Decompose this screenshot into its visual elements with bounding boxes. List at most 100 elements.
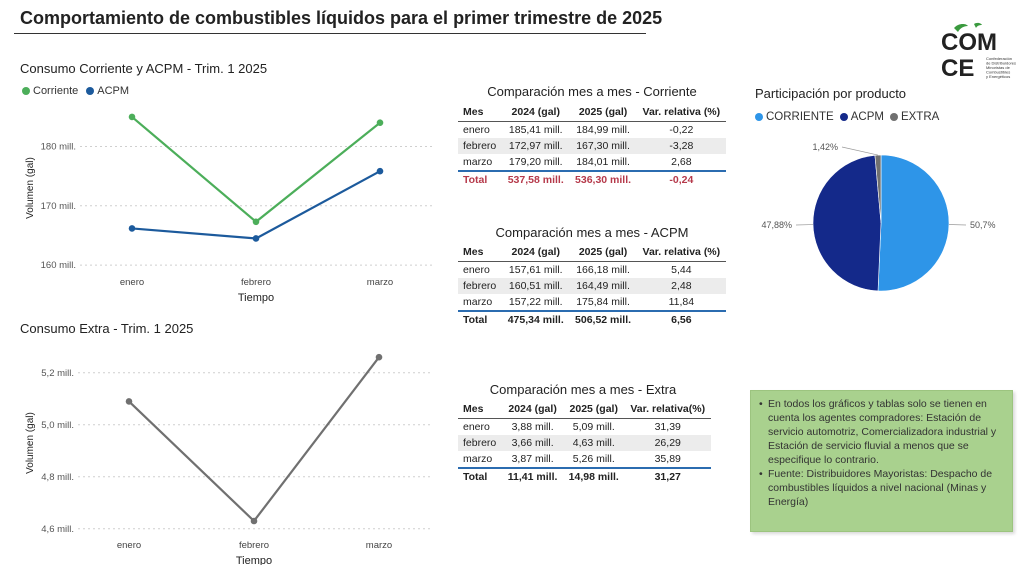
data-point-corriente <box>376 119 384 127</box>
table-corriente: Mes 2024 (gal) 2025 (gal) Var. relativa (%)… <box>458 103 726 188</box>
table-cell: 506,52 mill. <box>569 310 637 328</box>
pie-slice-acpm <box>812 154 882 292</box>
data-point-corriente <box>128 113 136 121</box>
pie-chart: 50,7% 47,88% 1,42% <box>761 142 996 292</box>
table-cell: 2,48 <box>636 278 726 294</box>
table-cell: 5,26 mill. <box>572 453 615 465</box>
table-row: marzo 179,20 mill. 184,01 mill. 2,68 <box>458 154 726 171</box>
table-cell: enero <box>463 421 490 433</box>
column-header: Mes <box>458 103 503 122</box>
column-header: Mes <box>458 243 503 262</box>
table-cell: 5,09 mill. <box>572 421 615 433</box>
table-cell: Total <box>458 170 503 188</box>
column-header: Var. relativa (%) <box>636 243 726 262</box>
column-header: Var. relativa (%) <box>636 103 726 122</box>
table-cell: 11,84 <box>668 296 695 308</box>
table-header-row: Mes 2024 (gal) 2025 (gal) Var. relativa(%) <box>458 400 711 419</box>
x-axis-label: Tiempo <box>238 292 274 304</box>
page-title: Comportamiento de combustibles líquidos … <box>20 8 663 28</box>
table-cell: 185,41 mill. <box>508 124 563 136</box>
table-cell: 5,44 <box>671 264 692 276</box>
table-cell: febrero <box>458 435 503 451</box>
pie-slice-extra <box>874 154 882 224</box>
legend-dot-corriente <box>22 87 30 96</box>
x-tick-label: febrero <box>241 277 271 288</box>
x-tick-label: marzo <box>367 277 393 288</box>
pie-legend-corriente: CORRIENTE <box>755 111 834 123</box>
table-cell: 4,63 mill. <box>563 435 625 451</box>
table-cell: enero <box>463 264 490 276</box>
notes-box: En todos los gráficos y tablas solo se t… <box>750 390 1013 532</box>
data-point-extra <box>250 517 258 525</box>
data-point-corriente <box>252 218 260 226</box>
legend-item-acpm: ACPM <box>86 85 129 97</box>
column-header: 2025 (gal) <box>569 243 637 262</box>
table-cell: 536,30 mill. <box>569 170 637 188</box>
table-row: febrero 3,66 mill. 4,63 mill. 26,29 <box>458 435 711 451</box>
y-tick-label: 160 mill. <box>41 260 76 271</box>
chart2-line-chart: 4,6 mill. 4,8 mill. 5,0 mill. 5,2 mill. ener… <box>25 353 432 565</box>
table-header-row: Mes 2024 (gal) 2025 (gal) Var. relativa (%) <box>458 103 726 122</box>
table-cell: 11,41 mill. <box>502 467 564 485</box>
data-point-extra <box>125 398 133 405</box>
comce-logo: COM CE Confederación de Distribuidores M… <box>940 22 1020 82</box>
y-tick-label: 4,6 mill. <box>41 524 74 535</box>
table-acpm: Mes 2024 (gal) 2025 (gal) Var. relativa (%)… <box>458 243 726 328</box>
x-tick-label: enero <box>117 540 141 551</box>
note-item: Fuente: Distribuidores Mayoristas: Despa… <box>759 467 1004 509</box>
leaf-icon <box>954 22 982 32</box>
column-header: 2025 (gal) <box>569 103 637 122</box>
table-cell: 184,99 mill. <box>576 124 630 136</box>
table-cell: 537,58 mill. <box>502 170 570 188</box>
title-divider <box>14 33 646 34</box>
logo-sub-3: Minoristas de <box>986 65 1011 70</box>
table-cell: 35,89 <box>654 453 681 465</box>
table-cell: -3,28 <box>636 138 726 154</box>
table-total-row: Total 537,58 mill. 536,30 mill. -0,24 <box>458 170 726 188</box>
pie-legend: CORRIENTE ACPM EXTRA <box>755 111 939 123</box>
table-cell: 3,87 mill. <box>511 453 554 465</box>
pie-label-acpm: 47,88% <box>761 220 792 230</box>
column-header: Mes <box>458 400 503 419</box>
table-extra-title: Comparación mes a mes - Extra <box>489 382 677 397</box>
table-row: enero 157,61 mill. 166,18 mill. 5,44 <box>458 262 726 279</box>
data-point-extra <box>375 353 383 361</box>
series-line-acpm <box>131 170 381 240</box>
table-header-row: Mes 2024 (gal) 2025 (gal) Var. relativa (%) <box>458 243 726 262</box>
table-cell: 3,88 mill. <box>511 421 554 433</box>
x-axis-label: Tiempo <box>236 555 272 565</box>
y-axis-label: Volumen (gal) <box>25 412 36 474</box>
table-cell: 31,27 <box>624 467 711 485</box>
logo-line1: COM <box>941 29 997 56</box>
table-cell: febrero <box>458 278 503 294</box>
table-cell: 14,98 mill. <box>563 467 625 485</box>
column-header: 2024 (gal) <box>502 400 564 419</box>
pie-leader-line <box>841 146 879 156</box>
data-point-acpm <box>376 167 384 175</box>
table-acpm-title: Comparación mes a mes - ACPM <box>495 225 689 240</box>
table-cell: 160,51 mill. <box>502 278 570 294</box>
table-cell: marzo <box>463 296 493 308</box>
chart1-line-chart: 160 mill. 170 mill. 180 mill. enero febrero m… <box>25 113 432 304</box>
table-cell: enero <box>463 124 490 136</box>
table-cell: 157,22 mill. <box>508 296 563 308</box>
y-tick-label: 4,8 mill. <box>41 472 74 483</box>
column-header: 2024 (gal) <box>502 243 570 262</box>
table-total-row: Total 475,34 mill. 506,52 mill. 6,56 <box>458 310 726 328</box>
y-tick-label: 5,0 mill. <box>41 420 74 431</box>
table-row: marzo 157,22 mill. 175,84 mill. 11,84 <box>458 294 726 311</box>
pie-title: Participación por producto <box>755 86 907 101</box>
table-row: marzo 3,87 mill. 5,26 mill. 35,89 <box>458 451 711 468</box>
chart1-legend: Corriente ACPM <box>22 85 129 97</box>
table-cell: marzo <box>463 453 493 465</box>
table-cell: 167,30 mill. <box>569 138 637 154</box>
table-total-row: Total 11,41 mill. 14,98 mill. 31,27 <box>458 467 711 485</box>
table-cell: 2,68 <box>671 156 692 168</box>
pie-legend-extra: EXTRA <box>889 111 939 123</box>
table-cell: 157,61 mill. <box>508 264 563 276</box>
table-cell: 184,01 mill. <box>576 156 630 168</box>
table-extra: Mes 2024 (gal) 2025 (gal) Var. relativa(%) e… <box>458 400 711 485</box>
column-header: Var. relativa(%) <box>624 400 711 419</box>
table-cell: 166,18 mill. <box>576 264 630 276</box>
table-cell: 175,84 mill. <box>576 296 630 308</box>
